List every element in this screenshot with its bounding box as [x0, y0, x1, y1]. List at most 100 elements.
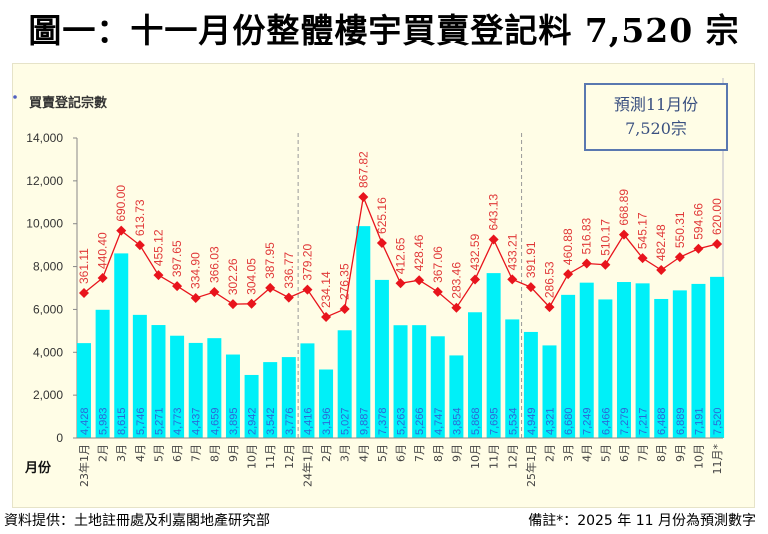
bar-value-label: 3,542: [265, 407, 277, 435]
line-marker: [358, 191, 369, 202]
bar-value-label: 4,416: [302, 407, 314, 435]
bar-value-label: 5,027: [340, 407, 352, 435]
line-value-label: 625.16: [375, 197, 389, 234]
forecast-box: [584, 83, 728, 151]
line-value-label: 455.12: [151, 229, 165, 266]
line-value-label: 302.26: [226, 258, 240, 295]
bar-value-label: 5,868: [470, 407, 482, 435]
line-marker: [209, 287, 220, 298]
line-value-label: 440.40: [96, 232, 110, 269]
bar: [598, 299, 613, 438]
bar: [77, 343, 91, 438]
y-tick-label: 10,000: [26, 217, 63, 231]
line-value-label: 460.88: [561, 228, 575, 265]
bar: [319, 369, 334, 438]
bar-value-label: 6,466: [600, 407, 612, 435]
x-tick-label: 10月: [469, 444, 482, 469]
forecast-box-line2: 7,520宗: [625, 119, 687, 138]
y-tick-label: 14,000: [26, 131, 63, 145]
line-value-label: 387.95: [263, 242, 277, 279]
line-value-label: 428.46: [412, 234, 426, 271]
bar-value-label: 7,279: [619, 407, 631, 435]
line-marker: [414, 275, 425, 286]
bar: [263, 362, 278, 438]
line-value-label: 613.73: [133, 199, 147, 236]
bar-value-label: 4,747: [433, 407, 445, 435]
x-tick-label: 8月: [432, 444, 445, 462]
x-tick-label: 2月: [320, 444, 333, 462]
line-marker: [265, 282, 276, 293]
line-marker: [432, 286, 443, 297]
line-marker: [488, 234, 499, 245]
x-tick-label: 12月: [283, 444, 296, 469]
x-tick-label: 6月: [395, 444, 408, 462]
bar-value-label: 8,615: [116, 407, 128, 435]
forecast-note: 備註*：2025 年 11 月份為預測數字: [528, 513, 756, 529]
bar: [207, 338, 222, 438]
bar-value-label: 5,983: [98, 407, 110, 435]
x-tick-label: 6月: [618, 444, 631, 462]
y-tick-label: 4,000: [33, 345, 63, 359]
bar: [654, 298, 669, 438]
line-marker: [79, 287, 89, 298]
bar: [225, 354, 240, 438]
x-tick-label: 25年1月: [524, 444, 538, 487]
line-value-label: 397.65: [170, 240, 184, 277]
bar: [95, 309, 110, 438]
bar: [710, 276, 725, 438]
bar: [523, 331, 538, 438]
line-value-label: 690.00: [114, 185, 128, 222]
bar: [244, 374, 259, 438]
line-value-label: 867.82: [356, 151, 370, 188]
bar: [579, 282, 594, 438]
bar-value-label: 4,773: [172, 407, 184, 435]
bar: [449, 355, 464, 438]
x-tick-label: 8月: [208, 444, 221, 462]
y-tick-label: 8,000: [33, 260, 63, 274]
bar: [337, 330, 352, 438]
x-tick-label: 5月: [376, 444, 389, 462]
line-value-label: 366.03: [207, 246, 221, 283]
line-marker: [712, 238, 723, 249]
page-title: 圖一：十一月份整體樓宇買賣登記料 7,520 宗: [28, 11, 740, 50]
line-marker: [451, 302, 462, 313]
line-value-label: 545.17: [636, 212, 650, 249]
x-tick-label: 10月: [246, 444, 259, 469]
line-marker: [227, 299, 238, 310]
source-note: 資料提供：土地註冊處及利嘉閣地產研究部: [4, 513, 270, 529]
bar-value-label: 5,263: [396, 407, 408, 435]
bar: [281, 357, 296, 438]
bar: [188, 342, 203, 438]
line-marker: [116, 225, 127, 236]
forecast-box-line1: 預測11月份: [614, 95, 698, 114]
bar: [672, 290, 687, 438]
line-marker: [376, 237, 387, 248]
x-tick-label: 5月: [599, 444, 612, 462]
bar-value-label: 7,217: [638, 407, 650, 435]
bar-value-label: 6,680: [563, 407, 575, 435]
bar-value-label: 7,520: [712, 407, 724, 435]
line-marker: [321, 312, 332, 323]
bar: [542, 345, 557, 438]
line-marker: [600, 259, 611, 270]
bar: [468, 312, 483, 438]
x-tick-label: 6月: [171, 444, 184, 462]
bar-value-label: 4,437: [191, 407, 203, 435]
x-tick-label: 8月: [655, 444, 668, 462]
line-value-label: 336.77: [282, 252, 296, 289]
x-tick-label: 7月: [637, 444, 650, 462]
bar: [132, 314, 147, 438]
bar: [412, 325, 427, 438]
line-value-label: 668.89: [617, 189, 631, 226]
bar: [374, 279, 389, 438]
line-value-label: 283.46: [449, 262, 463, 299]
line-marker: [544, 302, 555, 313]
x-tick-label: 3月: [562, 444, 575, 462]
bar: [151, 325, 166, 438]
line-marker: [283, 292, 294, 303]
line-marker: [693, 243, 704, 254]
line-marker: [172, 281, 183, 292]
line-value-label: 234.14: [319, 271, 333, 308]
line-value-label: 361.11: [77, 248, 91, 284]
x-tick-label: 23年1月: [77, 444, 91, 487]
